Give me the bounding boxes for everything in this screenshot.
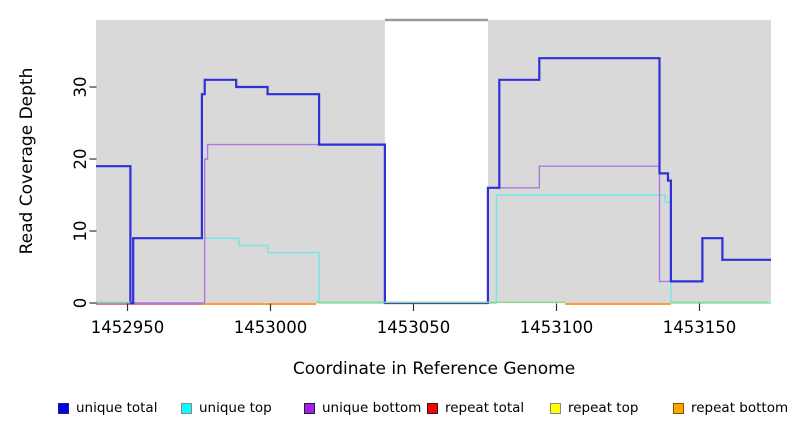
y-tick-label: 0 — [71, 298, 90, 309]
masked-region — [384, 20, 488, 303]
y-axis-title: Read Coverage Depth — [17, 67, 37, 255]
x-axis-title: Coordinate in Reference Genome — [292, 359, 576, 379]
legend-label-unique-total: unique total — [76, 400, 158, 416]
y-tick-label: 30 — [71, 77, 90, 98]
legend-label-unique-top: unique top — [199, 400, 272, 416]
legend-swatch-unique-total — [58, 402, 69, 414]
x-tick-label: 1453000 — [234, 318, 308, 337]
x-tick-label: 1453050 — [377, 318, 451, 337]
legend-label-unique-bottom: unique bottom — [322, 400, 422, 416]
legend-item-unique-bottom: unique bottom — [304, 400, 421, 416]
legend-item-unique-top: unique top — [181, 400, 272, 416]
legend-label-repeat-total: repeat total — [445, 400, 525, 416]
legend-swatch-repeat-bottom — [673, 402, 684, 414]
x-tick-label: 1453100 — [520, 318, 594, 337]
legend-label-repeat-top: repeat top — [568, 400, 639, 416]
x-tick-label: 1453150 — [663, 318, 737, 337]
legend-item-repeat-bottom: repeat bottom — [673, 400, 788, 416]
y-tick-label: 20 — [71, 149, 90, 170]
legend-swatch-unique-bottom — [304, 402, 315, 414]
legend-swatch-repeat-top — [550, 402, 561, 414]
legend-swatch-unique-top — [181, 402, 192, 414]
legend-item-repeat-top: repeat top — [550, 400, 638, 416]
legend-item-unique-total: unique total — [58, 400, 157, 416]
x-tick-label: 1452950 — [91, 318, 165, 337]
legend-label-repeat-bottom: repeat bottom — [691, 400, 789, 416]
y-tick-label: 10 — [71, 221, 90, 242]
legend-swatch-repeat-total — [427, 402, 438, 414]
legend-item-repeat-total: repeat total — [427, 400, 524, 416]
